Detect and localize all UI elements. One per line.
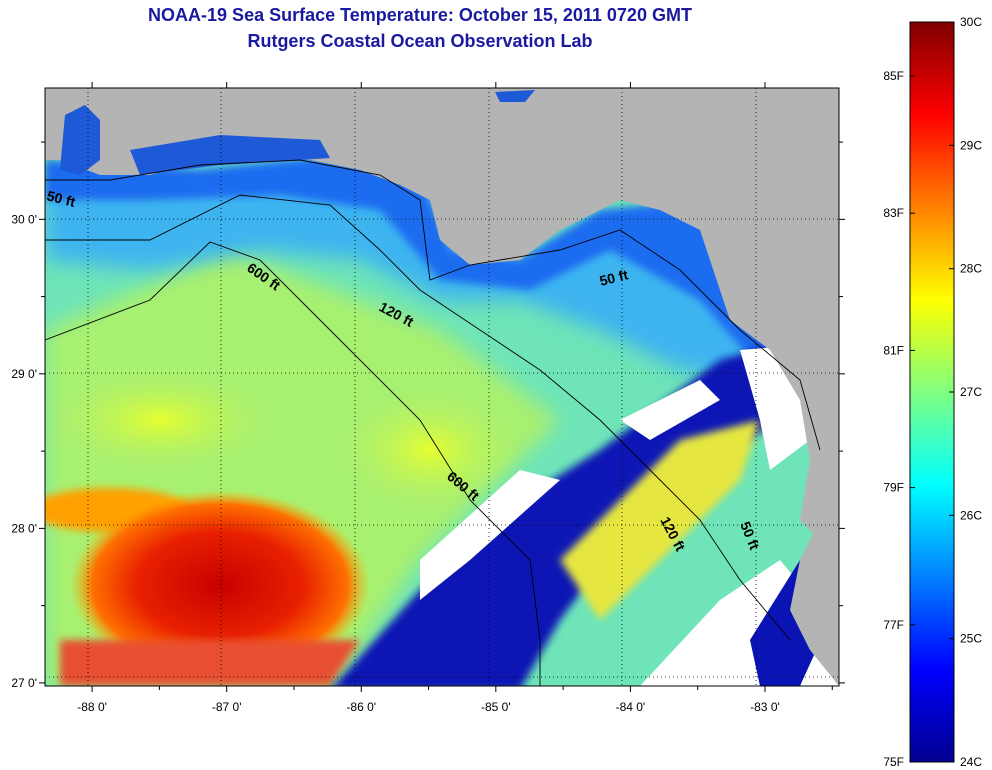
colorbar-celsius-label: 29C [960,138,982,152]
warm-streak [560,420,760,620]
colorbar-celsius-label: 24C [960,755,982,769]
colorbar-celsius-label: 26C [960,508,982,522]
contour-600ft [45,241,541,686]
lon-tick-label: -84 0' [616,700,646,714]
lat-tick-label: 29 0' [11,367,37,381]
lat-tick-label: 30 0' [11,212,37,226]
inland-lake [495,90,535,102]
lon-tick-label: -87 0' [212,700,242,714]
colorbar-ticks: 30C 29C 28C 27C 26C 25C 24C 85F 83F 81F 79F 77F 75F [883,15,982,769]
colorbar-celsius-label: 27C [960,385,982,399]
colorbar-celsius-label: 28C [960,262,982,276]
map-subtitle: Rutgers Coastal Ocean Observation Lab [247,31,593,51]
contour-120ft [45,194,791,641]
cold-streak-region [333,340,820,686]
map-title: NOAA-19 Sea Surface Temperature: October… [148,5,692,25]
colorbar-fahrenheit-label: 81F [883,343,904,357]
lon-tick-label: -86 0' [346,700,376,714]
mobile-bay [60,105,100,175]
florida-peninsula-land [790,520,839,686]
colorbar-fahrenheit-label: 75F [883,755,904,769]
colorbar [909,21,955,763]
map-frame [44,87,840,687]
lon-tick-label: -83 0' [750,700,780,714]
lon-tick-label: -85 0' [481,700,511,714]
colorbar-fahrenheit-label: 79F [883,481,904,495]
lat-tick-label: 27 0' [11,676,37,690]
land-mass [45,88,839,560]
lon-tick-label: -88 0' [77,700,107,714]
noisy-warm-edge [60,640,360,686]
colorbar-fahrenheit-label: 83F [883,206,904,220]
warm-patch [50,370,270,470]
cloud-patch [620,380,720,440]
coastal-bays [130,135,330,175]
cloud-patch [420,470,560,600]
contour-label: 50 ft [45,187,77,210]
contour-50ft [45,159,821,451]
coastal-cold-band [45,158,800,370]
lat-tick-label: 28 0' [11,521,37,535]
colorbar-celsius-label: 25C [960,632,982,646]
colorbar-fahrenheit-label: 77F [883,618,904,632]
warm-patch [340,390,520,510]
graticule [45,88,839,686]
colorbar-celsius-label: 30C [960,15,982,29]
axis-ticks: -88 0' -87 0' -86 0' -85 0' -84 0' -83 0' 27 0… [11,82,845,714]
warm-eddy [70,490,370,680]
cool-shelf-water [45,160,760,380]
contour-label: 50 ft [598,266,630,289]
colorbar-fahrenheit-label: 85F [883,69,904,83]
